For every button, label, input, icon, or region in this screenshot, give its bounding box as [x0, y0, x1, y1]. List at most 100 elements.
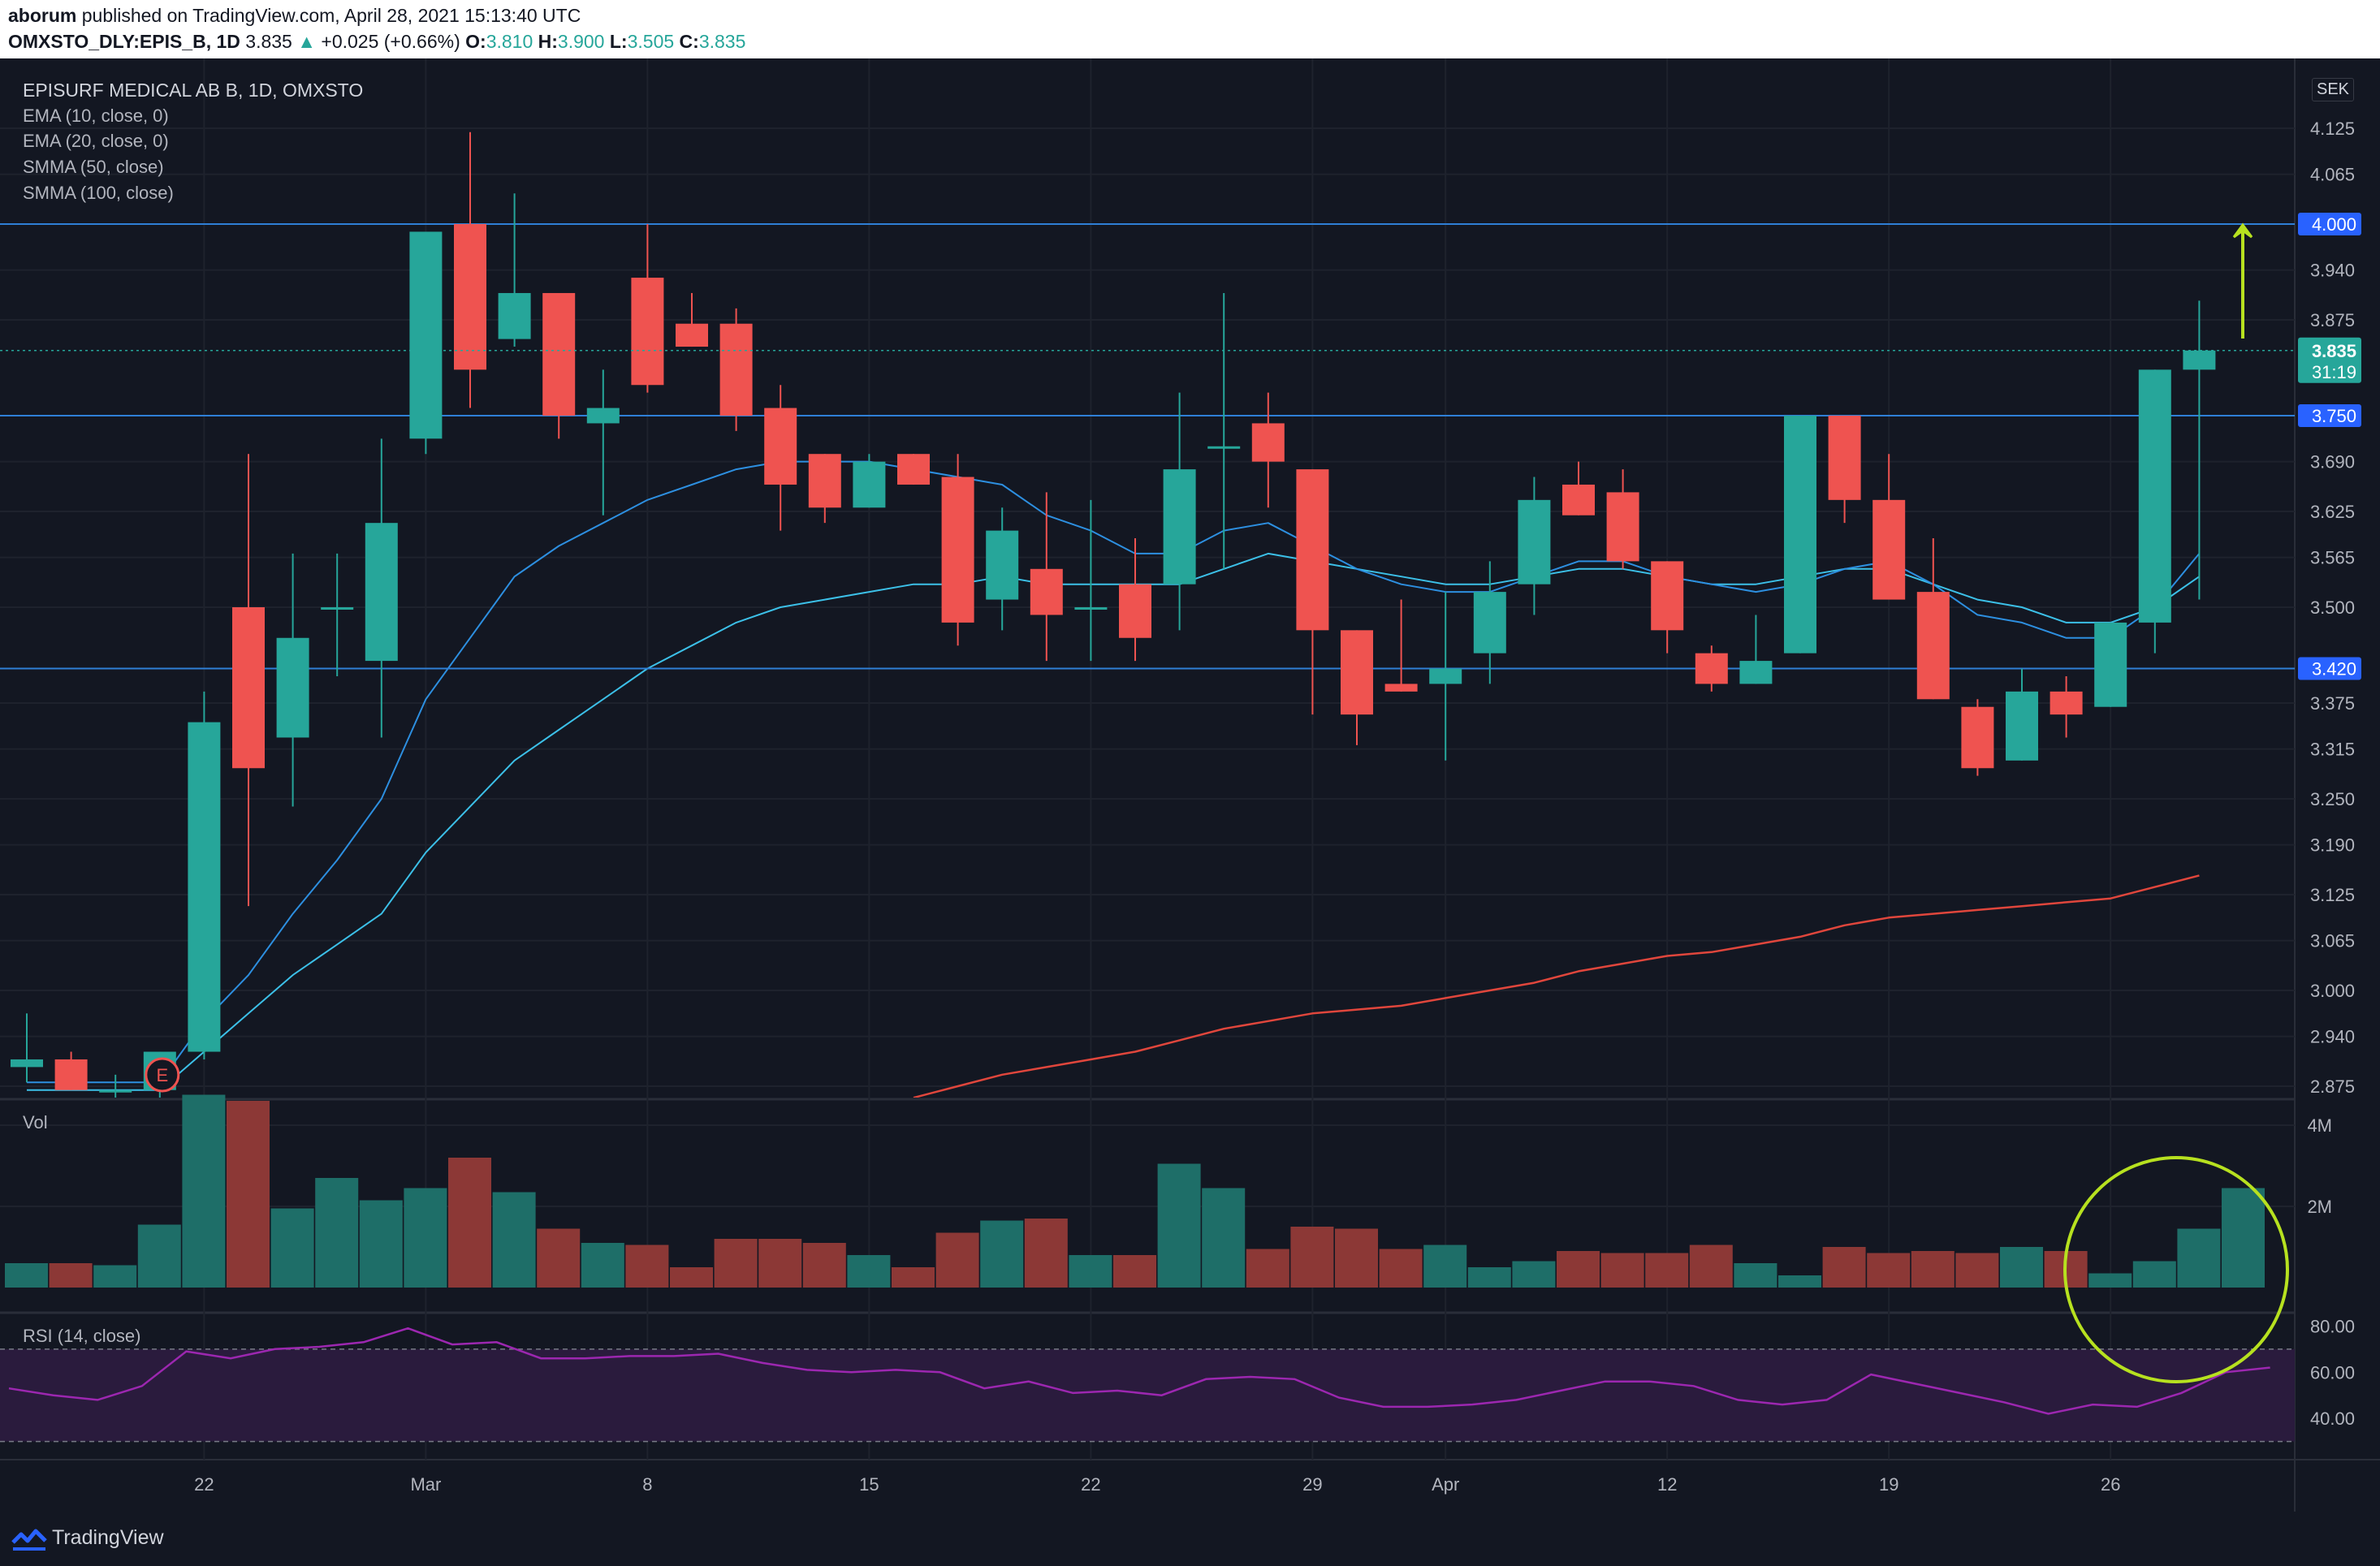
candle-body: [365, 523, 398, 662]
candle: [232, 454, 265, 907]
volume-bar: [1600, 1253, 1644, 1288]
candle: [764, 385, 797, 531]
volume-bar: [315, 1178, 359, 1288]
candle: [1296, 469, 1329, 715]
legend-volume[interactable]: Vol: [23, 1112, 48, 1132]
candle: [188, 691, 221, 1059]
legend-ema10[interactable]: EMA (10, close, 0): [23, 106, 169, 126]
volume-bar: [1202, 1188, 1246, 1288]
candle: [498, 193, 531, 347]
ohlc-line: OMXSTO_DLY:EPIS_B, 1D 3.835 ▲ +0.025 (+0…: [8, 31, 745, 53]
ema-20-line: [27, 552, 2200, 1091]
rsi-tick-label: 80.00: [2310, 1316, 2355, 1336]
candle: [54, 1051, 88, 1090]
candle-body: [1341, 630, 1373, 715]
volume-bar: [1157, 1163, 1201, 1288]
legend-ema20[interactable]: EMA (20, close, 0): [23, 131, 169, 151]
legend-rsi[interactable]: RSI (14, close): [23, 1326, 141, 1346]
candle-body: [1784, 416, 1816, 654]
volume-bar: [1911, 1251, 1955, 1288]
price-tick-label: 3.250: [2310, 789, 2355, 809]
time-tick-label: 8: [642, 1474, 652, 1495]
volume-tick-label: 4M: [2307, 1115, 2332, 1136]
candle-body: [1207, 446, 1241, 449]
rsi-line: [8, 1327, 2270, 1415]
volume-bar: [1689, 1245, 1733, 1288]
candle: [276, 553, 309, 807]
rsi-tick-label: 40.00: [2310, 1409, 2355, 1429]
candle: [2138, 369, 2171, 654]
volume-layer: [5, 1094, 2265, 1288]
candle: [1030, 492, 1063, 662]
candle-body: [764, 408, 797, 485]
earnings-marker: E: [145, 1057, 180, 1093]
up-triangle-icon: ▲: [297, 31, 316, 52]
legend-smma50[interactable]: SMMA (50, close): [23, 157, 164, 177]
candle-body: [1473, 592, 1506, 654]
rsi-band: [0, 1348, 2295, 1442]
price-level-tag: 3.750: [2298, 404, 2361, 427]
candle-body: [1872, 499, 1906, 600]
candle: [1518, 477, 1551, 615]
candle-body: [409, 231, 443, 439]
candle-body: [1251, 423, 1285, 462]
open-label: O:: [465, 31, 486, 52]
volume-bar: [1290, 1227, 1334, 1288]
volume-bar: [802, 1243, 846, 1288]
volume-bar: [1557, 1251, 1600, 1288]
candle: [586, 369, 620, 516]
rsi-tick-label: 60.00: [2310, 1362, 2355, 1383]
candle: [2094, 622, 2127, 707]
chart-canvas[interactable]: 4.125 4.065 3.940 3.875 3.690 3.625 3.565 3.500…: [0, 58, 2380, 1512]
volume-bar: [1867, 1253, 1911, 1288]
candle: [365, 438, 398, 738]
candle-body: [232, 607, 265, 769]
candle: [1651, 561, 1684, 654]
candle: [1872, 454, 1906, 600]
legend-smma100[interactable]: SMMA (100, close): [23, 183, 174, 203]
tradingview-logo-icon: [11, 1529, 47, 1551]
candle-body: [2094, 622, 2127, 707]
ema-layer: [27, 460, 2201, 1091]
time-tick-label: 22: [194, 1474, 214, 1495]
volume-bar: [1246, 1249, 1289, 1288]
published-text: published on TradingView.com, April 28, …: [81, 5, 581, 26]
candle: [409, 231, 443, 455]
publish-header: aborum published on TradingView.com, Apr…: [0, 0, 2380, 58]
candle: [719, 308, 753, 431]
close-value: 3.835: [698, 31, 746, 52]
candle: [1916, 538, 1950, 700]
price-tick-label: 3.940: [2310, 261, 2355, 281]
volume-bar: [670, 1267, 713, 1288]
currency-label[interactable]: SEK: [2312, 78, 2355, 101]
volume-bar: [1645, 1253, 1689, 1288]
candle: [1429, 592, 1462, 761]
price-tick-label: 3.000: [2310, 981, 2355, 1001]
last-price: 3.835: [245, 31, 292, 52]
author-name[interactable]: aborum: [8, 5, 77, 26]
volume-bar: [892, 1267, 935, 1288]
candle-body: [276, 637, 309, 738]
volume-bar: [492, 1192, 536, 1288]
low-label: L:: [609, 31, 628, 52]
volume-bar: [581, 1243, 624, 1288]
axes-layer: 4.125 4.065 3.940 3.875 3.690 3.625 3.565 3.500…: [0, 119, 2361, 1495]
ema-10-line: [27, 460, 2201, 1084]
volume-bar: [1467, 1267, 1511, 1288]
volume-bar: [227, 1101, 270, 1288]
candle: [321, 553, 354, 676]
volume-bar: [1734, 1263, 1777, 1288]
candle-body: [1119, 584, 1151, 638]
candles-layer: [11, 132, 2216, 1098]
close-label: C:: [679, 31, 699, 52]
candle: [99, 1074, 132, 1098]
candle-body: [2006, 691, 2038, 761]
volume-bar: [758, 1239, 802, 1288]
time-tick-label: Apr: [1432, 1474, 1459, 1495]
footer-brand[interactable]: TradingView: [52, 1526, 164, 1549]
time-tick-label: 12: [1657, 1474, 1677, 1495]
price-tick-label: 3.065: [2310, 931, 2355, 951]
candle: [853, 454, 886, 508]
price-tick-label: 3.125: [2310, 885, 2355, 905]
candle: [2050, 675, 2083, 738]
